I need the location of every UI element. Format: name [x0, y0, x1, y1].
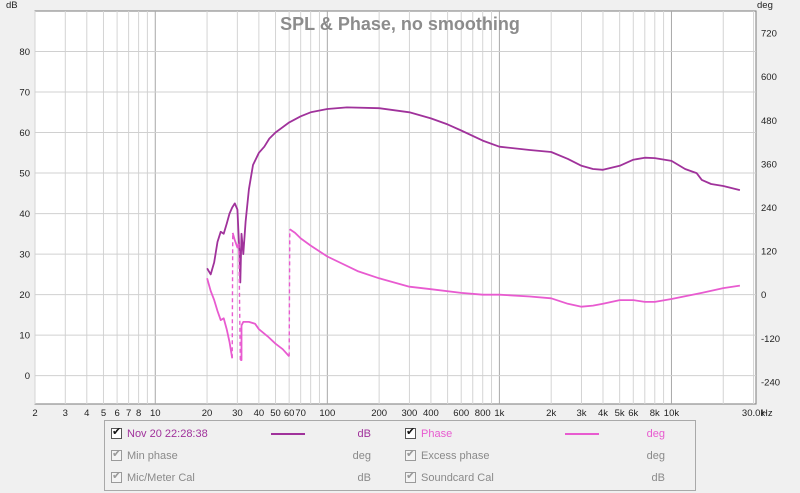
- x-tick-label: 6: [114, 408, 119, 419]
- x-tick-label: 10: [150, 408, 161, 419]
- legend-checkbox[interactable]: ✔: [111, 426, 122, 439]
- y-right-tick-label: 0: [761, 290, 766, 301]
- legend-checkbox[interactable]: ✔: [405, 470, 416, 483]
- legend-unit: dB: [357, 428, 371, 440]
- legend-unit: deg: [352, 450, 371, 462]
- check-icon: ✔: [406, 470, 416, 482]
- x-tick-label: 2: [32, 408, 37, 419]
- check-icon: ✔: [406, 448, 416, 460]
- x-tick-label: 5k: [615, 408, 625, 419]
- y-left-tick-label: 20: [19, 290, 30, 301]
- x-tick-label: 10k: [664, 408, 680, 419]
- y-right-label: deg: [757, 0, 773, 11]
- phase-wrap-connector: [238, 243, 241, 361]
- x-tick-label: 100: [319, 408, 335, 419]
- legend-row: ✔ Soundcard Cal dB: [405, 470, 685, 486]
- x-tick-label: 400: [423, 408, 439, 419]
- phase-trace: [206, 278, 234, 359]
- x-tick-label: 4: [84, 408, 89, 419]
- y-right-tick-label: 120: [761, 247, 777, 258]
- legend-checkbox[interactable]: ✔: [405, 448, 416, 461]
- legend-label: Nov 20 22:28:38: [127, 428, 208, 440]
- x-tick-label: 4k: [598, 408, 608, 419]
- y-left-tick-label: 60: [19, 128, 30, 139]
- y-left-tick-label: 70: [19, 88, 30, 99]
- legend-label: Excess phase: [421, 450, 490, 462]
- check-icon: ✔: [112, 470, 122, 482]
- plot-background: [34, 10, 757, 405]
- y-left-tick-label: 50: [19, 169, 30, 180]
- x-tick-label: 3k: [576, 408, 586, 419]
- check-icon: ✔: [112, 448, 122, 460]
- legend-row: ✔ Nov 20 22:28:38 dB: [111, 426, 391, 442]
- legend-unit: dB: [651, 472, 665, 484]
- x-tick-label: 30.0k: [742, 408, 765, 419]
- x-tick-label: 8: [136, 408, 141, 419]
- legend-row: ✔ Phase deg: [405, 426, 685, 442]
- legend-checkbox[interactable]: ✔: [405, 426, 416, 439]
- legend-label: Phase: [421, 428, 453, 440]
- y-right-tick-label: 360: [761, 159, 777, 170]
- legend-row: ✔ Excess phase deg: [405, 448, 685, 464]
- x-tick-label: 2k: [546, 408, 556, 419]
- x-tick-label: 40: [254, 408, 265, 419]
- phase-trace: [240, 321, 290, 361]
- y-right-tick-label: 480: [761, 116, 777, 127]
- legend-checkbox[interactable]: ✔: [111, 448, 122, 461]
- y-left-tick-label: 0: [25, 371, 30, 382]
- spl-trace: [206, 106, 741, 284]
- y-left-tick-label: 30: [19, 250, 30, 261]
- y-left-tick-label: 10: [19, 331, 30, 342]
- legend-label: Mic/Meter Cal: [127, 472, 195, 484]
- x-tick-label: 6k: [628, 408, 638, 419]
- y-left-tick-label: 80: [19, 47, 30, 58]
- legend-swatch: [271, 433, 305, 435]
- legend-checkbox[interactable]: ✔: [111, 470, 122, 483]
- x-tick-label: 300: [401, 408, 417, 419]
- legend-panel: ✔ Nov 20 22:28:38 dB ✔ Phase deg ✔ Min phase deg…: [104, 420, 696, 491]
- x-tick-label: 200: [371, 408, 387, 419]
- y-right-tick-label: -240: [761, 377, 780, 388]
- x-tick-label: 8k: [650, 408, 660, 419]
- legend-swatch: [565, 433, 599, 435]
- series-layer: [206, 106, 741, 361]
- legend-unit: deg: [646, 450, 665, 462]
- x-tick-label: 800: [475, 408, 491, 419]
- y-left-tick-label: 40: [19, 209, 30, 220]
- legend-label: Soundcard Cal: [421, 472, 494, 484]
- x-tick-label: 20: [202, 408, 213, 419]
- check-icon: ✔: [406, 426, 416, 438]
- legend-row: ✔ Mic/Meter Cal dB: [111, 470, 391, 486]
- x-tick-label: 3: [63, 408, 68, 419]
- x-tick-label: 70: [295, 408, 306, 419]
- legend-row: ✔ Min phase deg: [111, 448, 391, 464]
- check-icon: ✔: [112, 426, 122, 438]
- phase-trace: [289, 228, 741, 308]
- y-right-tick-label: 720: [761, 29, 777, 40]
- spl-phase-chart: 2 3 4 5 6 7 8 10 20 30 40 50 60 70 100 200 300 400 600 800 1…: [6, 0, 780, 419]
- x-tick-label: 5: [101, 408, 106, 419]
- legend-unit: deg: [646, 428, 665, 440]
- y-left-label: dB: [6, 0, 18, 11]
- x-tick-label: 60: [284, 408, 295, 419]
- chart-title: SPL & Phase, no smoothing: [280, 14, 520, 34]
- phase-trace: [231, 232, 240, 249]
- y-right-tick-label: -120: [761, 334, 780, 345]
- x-tick-label: 7: [126, 408, 131, 419]
- x-tick-label: 600: [453, 408, 469, 419]
- legend-label: Min phase: [127, 450, 178, 462]
- x-tick-label: 1k: [494, 408, 504, 419]
- x-tick-label: 30: [232, 408, 243, 419]
- y-right-tick-label: 600: [761, 72, 777, 83]
- legend-unit: dB: [357, 472, 371, 484]
- phase-wrap-connector: [288, 229, 291, 357]
- x-tick-label: 50: [270, 408, 281, 419]
- x-unit-label: Hz: [761, 408, 773, 419]
- axis-labels: 2 3 4 5 6 7 8 10 20 30 40 50 60 70 100 200 300 400 600 800 1…: [6, 0, 780, 419]
- y-right-tick-label: 240: [761, 203, 777, 214]
